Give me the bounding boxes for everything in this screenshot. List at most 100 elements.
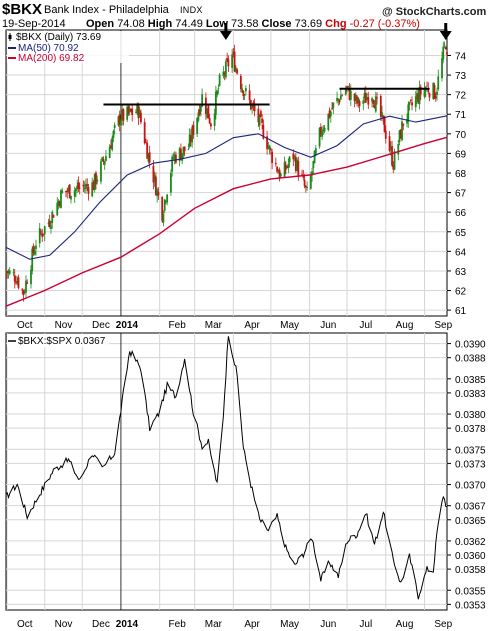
- candle-body: [204, 97, 207, 114]
- candle: [145, 138, 147, 144]
- candle: [130, 108, 132, 113]
- open-label: Open: [86, 18, 115, 30]
- candle-body: [428, 93, 431, 98]
- candle: [433, 82, 436, 100]
- stockcharts-watermark: @ StockCharts.com: [382, 6, 487, 18]
- candle-body: [402, 123, 405, 126]
- candle: [93, 173, 96, 193]
- x-tick-label: Apr: [244, 619, 260, 630]
- candle-body: [117, 116, 120, 126]
- candle-body: [182, 146, 185, 155]
- candle: [155, 172, 157, 196]
- candle: [294, 152, 297, 174]
- candle-body: [105, 156, 107, 161]
- candle-body: [338, 99, 341, 103]
- candle-body: [303, 179, 306, 187]
- candle-body: [208, 117, 211, 124]
- candle-body: [131, 108, 134, 116]
- candle: [428, 92, 431, 102]
- x-tick-label: Aug: [396, 619, 414, 630]
- index-name: Bank Index - Philadelphia: [44, 4, 169, 16]
- candle: [5, 269, 7, 273]
- x-tick-label: Dec: [92, 619, 110, 630]
- candle: [217, 84, 220, 94]
- candle-body: [427, 88, 430, 93]
- candle: [17, 274, 20, 290]
- candle: [382, 115, 385, 125]
- candle: [120, 119, 122, 127]
- candle: [303, 173, 306, 189]
- candle-body: [383, 116, 386, 133]
- x-tick-label: Feb: [169, 320, 187, 331]
- candle-body: [85, 183, 87, 189]
- candle-body: [233, 51, 236, 72]
- candle: [196, 117, 199, 138]
- candle-body: [162, 213, 165, 223]
- candle: [13, 268, 16, 289]
- candle-body: [15, 282, 17, 284]
- candle-body: [356, 96, 358, 104]
- candle: [372, 99, 375, 108]
- candle: [58, 200, 61, 208]
- price-panel: 61 62 63 64 65 66 67 68 69 70 71 72 73 74: [5, 29, 467, 317]
- candle: [409, 99, 412, 103]
- candle: [287, 158, 290, 174]
- candle: [362, 96, 365, 111]
- candle: [103, 160, 106, 170]
- candle-body: [199, 105, 202, 112]
- candle: [434, 92, 437, 102]
- candle: [60, 189, 62, 209]
- y-tick-label: 61: [455, 306, 467, 317]
- candle-body: [217, 88, 220, 90]
- candle: [146, 139, 149, 159]
- y-tick-label: 63: [455, 267, 467, 278]
- candle-body: [434, 96, 437, 99]
- candle: [327, 113, 330, 132]
- legend-price: $BKX (Daily) 73.69: [16, 32, 101, 43]
- candle: [241, 83, 244, 94]
- candle-body: [206, 108, 209, 118]
- candle: [137, 102, 140, 125]
- y-tick-label: 0.0373: [455, 459, 486, 470]
- x-tick-label: Mar: [205, 619, 223, 630]
- candle: [242, 90, 245, 101]
- candle-body: [22, 290, 25, 296]
- candle: [366, 93, 368, 101]
- candle: [414, 90, 417, 112]
- candle-body: [329, 111, 332, 116]
- candle-body: [393, 151, 396, 170]
- high-label: High: [147, 18, 173, 30]
- candle: [31, 245, 34, 275]
- legend-ma50: MA(50) 70.92: [18, 43, 79, 54]
- candle-body: [57, 200, 60, 206]
- candle: [51, 210, 54, 229]
- candle-body: [118, 114, 121, 125]
- candle: [112, 129, 115, 143]
- candle-body: [216, 90, 219, 96]
- candle-body: [48, 220, 51, 227]
- candle: [248, 84, 251, 104]
- candle-body: [67, 187, 70, 192]
- candle-body: [271, 151, 273, 164]
- candle-body: [398, 130, 401, 143]
- x-tick-label: Jun: [320, 320, 336, 331]
- candle-body: [152, 165, 155, 183]
- candle-body: [86, 184, 89, 187]
- candle-body: [127, 106, 130, 114]
- candle-body: [157, 191, 160, 196]
- candle-body: [42, 233, 45, 235]
- candle-body: [78, 187, 81, 189]
- candle: [354, 92, 357, 105]
- candle: [233, 44, 236, 73]
- candle-body: [344, 89, 347, 95]
- candle-body: [51, 211, 54, 224]
- candle: [43, 225, 46, 242]
- candle: [57, 199, 60, 210]
- low-value: 73.58: [230, 18, 259, 30]
- candle: [143, 118, 146, 145]
- candle: [198, 105, 201, 117]
- candle-body: [318, 127, 321, 147]
- candle: [373, 100, 376, 109]
- candle: [266, 130, 269, 155]
- candle-body: [110, 145, 112, 149]
